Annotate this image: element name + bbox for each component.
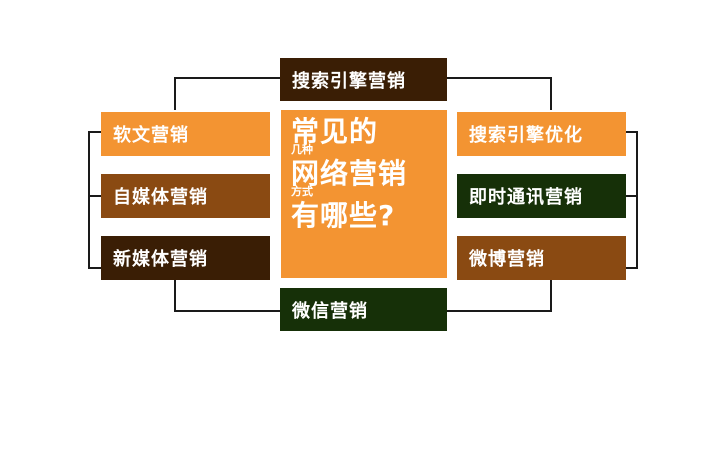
- right-bracket-line: [636, 131, 638, 269]
- left-node-2: 自媒体营销: [101, 174, 270, 218]
- right-bracket-line: [625, 195, 638, 197]
- left-node-label: 新媒体营销: [113, 249, 208, 270]
- left-bracket-line: [88, 195, 101, 197]
- center-title-line2: 网络营销: [291, 157, 408, 190]
- bottom-node: 微信营销: [280, 288, 447, 331]
- right-bracket-line: [625, 131, 638, 133]
- connector-line: [174, 77, 176, 110]
- left-node-3: 新媒体营销: [101, 236, 270, 280]
- right-node-label: 搜索引擎优化: [469, 125, 583, 146]
- center-title-line1: 常见的: [291, 115, 379, 148]
- center-title-small2: 方式: [291, 185, 313, 198]
- right-node-label: 微博营销: [469, 249, 545, 270]
- connector-line: [447, 77, 552, 79]
- left-bracket-line: [88, 131, 90, 269]
- left-bracket-line: [88, 267, 101, 269]
- center-title-small1: 几种: [291, 143, 313, 156]
- right-bracket-line: [625, 267, 638, 269]
- connector-line: [174, 310, 281, 312]
- center-title-block: 常见的 几种 网络营销 方式 有哪些?: [281, 110, 447, 278]
- left-node-label: 软文营销: [113, 125, 189, 146]
- bottom-node-label: 微信营销: [292, 300, 368, 322]
- left-node-1: 软文营销: [101, 112, 270, 156]
- connector-line: [550, 280, 552, 312]
- right-node-2: 即时通讯营销: [457, 174, 626, 218]
- right-node-1: 搜索引擎优化: [457, 112, 626, 156]
- connector-line: [174, 77, 281, 79]
- connector-line: [447, 310, 552, 312]
- top-node-label: 搜索引擎营销: [292, 70, 406, 92]
- right-node-label: 即时通讯营销: [469, 187, 583, 208]
- connector-line: [550, 77, 552, 110]
- right-node-3: 微博营销: [457, 236, 626, 280]
- left-bracket-line: [88, 131, 101, 133]
- left-node-label: 自媒体营销: [113, 187, 208, 208]
- center-title-line3: 有哪些?: [291, 199, 396, 232]
- top-node: 搜索引擎营销: [280, 58, 447, 101]
- connector-line: [174, 280, 176, 312]
